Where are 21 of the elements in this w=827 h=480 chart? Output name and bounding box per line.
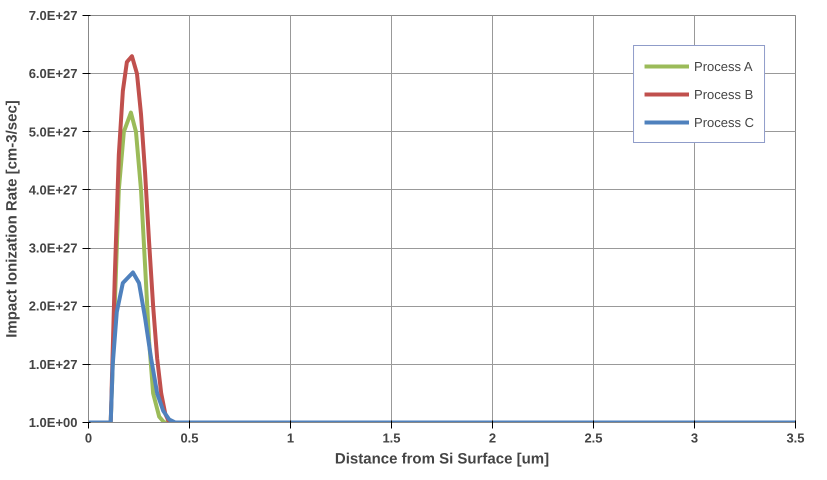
x-tick-label: 0.5 [180,430,199,446]
x-tick-label: 1 [286,430,294,446]
x-tick-label: 3.5 [786,430,805,446]
x-tick-label: 2.5 [584,430,603,446]
y-tick-label: 1.0E+27 [28,356,78,372]
legend-label: Process C [694,114,754,130]
y-tick-label: 1.0E+00 [28,415,78,430]
y-tick-label: 7.0E+27 [28,8,78,23]
x-tick-label: 0 [84,430,92,446]
y-tick-label: 5.0E+27 [28,124,78,140]
y-tick-label: 4.0E+27 [28,182,78,198]
y-tick-label: 6.0E+27 [28,66,78,82]
x-tick-label: 1.5 [382,430,401,446]
y-axis-title: Impact Ionization Rate [cm-3/sec] [4,100,21,338]
y-tick-label: 3.0E+27 [28,240,78,256]
y-tick-label: 2.0E+27 [28,298,78,314]
x-tick-label: 2 [488,430,496,446]
legend-label: Process B [694,86,754,102]
legend-label: Process A [694,58,753,74]
x-tick-label: 3 [690,430,698,446]
x-axis-title: Distance from Si Surface [um] [334,450,550,468]
